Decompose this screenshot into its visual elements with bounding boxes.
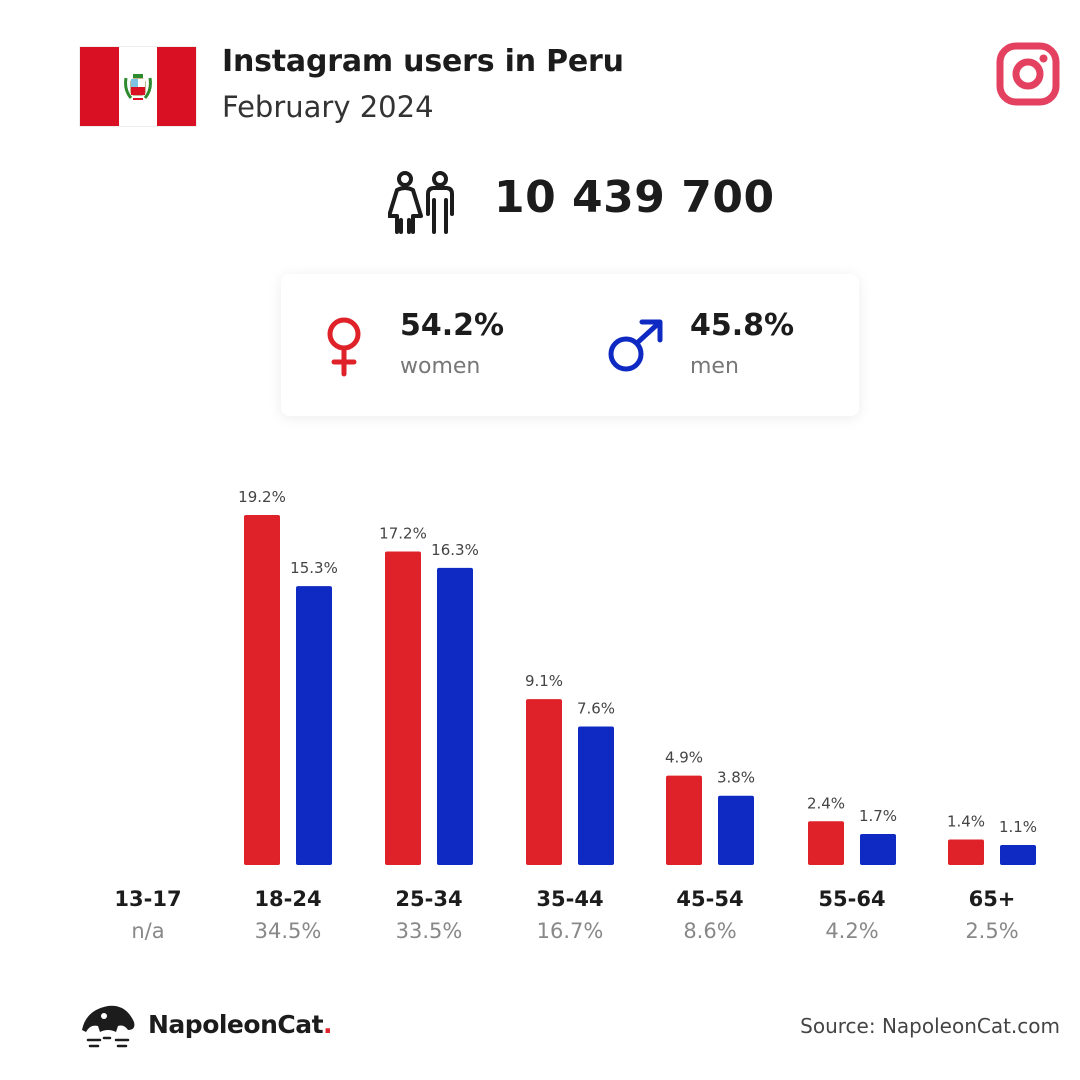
age-group-label: 45-54: [676, 887, 743, 911]
age-group-total: 34.5%: [255, 919, 322, 943]
age-group-label: 25-34: [395, 887, 462, 911]
napoleoncat-logo-icon: [82, 1005, 135, 1048]
bar-value-label: 1.1%: [999, 818, 1037, 836]
bar-value-label: 16.3%: [431, 541, 479, 559]
bar-65+-series-0: [948, 839, 984, 865]
bar-value-label: 3.8%: [717, 769, 755, 787]
age-group-label: 65+: [969, 887, 1016, 911]
bar-value-label: 1.4%: [947, 812, 985, 830]
age-group-total: n/a: [131, 919, 164, 943]
bar-35-44-series-1: [578, 726, 614, 865]
brand-name: NapoleonCat.: [148, 1010, 333, 1039]
brand-name-text: NapoleonCat: [148, 1010, 324, 1039]
male-symbol-icon: [608, 319, 663, 372]
age-group-total: 2.5%: [965, 919, 1018, 943]
age-group-label: 18-24: [254, 887, 321, 911]
bar-18-24-series-1: [296, 586, 332, 865]
age-group-label: 35-44: [536, 887, 603, 911]
men-percentage: 45.8%: [690, 308, 795, 343]
instagram-icon: [996, 42, 1060, 106]
bar-25-34-series-0: [385, 551, 421, 865]
female-symbol-icon: [327, 317, 361, 377]
age-group-total: 8.6%: [683, 919, 736, 943]
women-percentage: 54.2%: [400, 308, 505, 343]
bar-value-label: 9.1%: [525, 672, 563, 690]
bar-55-64-series-1: [860, 834, 896, 865]
bar-45-54-series-0: [666, 775, 702, 865]
bar-25-34-series-1: [437, 567, 473, 865]
bar-value-label: 17.2%: [379, 524, 427, 542]
people-icon: [388, 171, 454, 234]
bar-value-label: 15.3%: [290, 559, 338, 577]
age-group-total: 16.7%: [537, 919, 604, 943]
brand-dot: .: [323, 1010, 333, 1039]
bar-value-label: 19.2%: [238, 488, 286, 506]
page-title: Instagram users in Peru: [222, 44, 624, 79]
source-note: Source: NapoleonCat.com: [800, 1014, 1060, 1038]
bar-45-54-series-1: [718, 795, 754, 865]
age-group-total: 33.5%: [396, 919, 463, 943]
bar-18-24-series-0: [244, 515, 280, 865]
men-label: men: [690, 354, 739, 379]
peru-flag-icon: [80, 47, 197, 126]
age-gender-bar-chart: 13-17 n/a 19.2% 15.3% 18-24 34.5% 17.2%16.3% 25…: [114, 488, 1037, 943]
bar-value-label: 4.9%: [665, 749, 703, 767]
age-group-label: 13-17: [114, 887, 181, 911]
bar-35-44-series-0: [526, 699, 562, 865]
page-subtitle: February 2024: [222, 90, 434, 124]
bar-55-64-series-0: [808, 821, 844, 865]
bar-value-label: 1.7%: [859, 807, 897, 825]
bar-value-label: 2.4%: [807, 794, 845, 812]
gender-card: [281, 274, 859, 416]
bar-65+-series-1: [1000, 844, 1036, 865]
bar-value-label: 7.6%: [577, 699, 615, 717]
age-group-label: 55-64: [818, 887, 885, 911]
total-users: 10 439 700: [494, 172, 775, 223]
women-label: women: [400, 354, 481, 379]
age-group-total: 4.2%: [825, 919, 878, 943]
